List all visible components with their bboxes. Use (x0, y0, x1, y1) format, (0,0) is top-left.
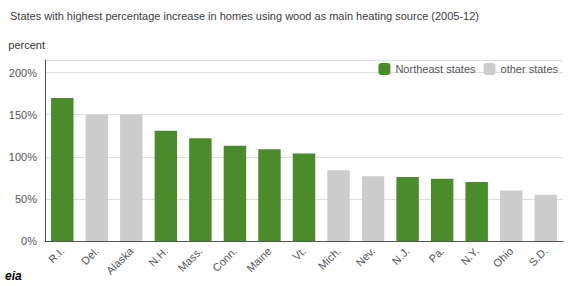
svg-text:Mich.: Mich. (316, 245, 343, 272)
svg-text:150%: 150% (9, 109, 37, 121)
svg-text:Vt.: Vt. (290, 245, 308, 263)
svg-text:other states: other states (501, 63, 559, 75)
svg-text:Alaska: Alaska (104, 244, 136, 276)
svg-text:States with highest percentage: States with highest percentage increase … (10, 10, 479, 22)
svg-text:percent: percent (8, 39, 45, 51)
svg-text:N.J.: N.J. (390, 245, 412, 267)
svg-text:Del.: Del. (79, 245, 101, 267)
svg-text:Mass.: Mass. (175, 245, 204, 274)
svg-text:Nev.: Nev. (353, 245, 377, 269)
svg-text:100%: 100% (9, 151, 37, 163)
svg-text:Maine: Maine (244, 245, 274, 275)
svg-text:N.H.: N.H. (146, 245, 170, 269)
svg-text:R.I.: R.I. (46, 245, 67, 266)
svg-text:S.D.: S.D. (526, 245, 550, 269)
svg-text:eia: eia (5, 269, 22, 283)
svg-text:N.Y.: N.Y. (458, 245, 481, 268)
svg-text:Conn.: Conn. (210, 245, 239, 274)
svg-text:0%: 0% (21, 235, 37, 247)
svg-text:50%: 50% (15, 193, 37, 205)
svg-text:Northeast states: Northeast states (395, 63, 476, 75)
svg-text:Pa.: Pa. (426, 245, 446, 265)
svg-text:Ohio: Ohio (491, 245, 516, 270)
svg-text:200%: 200% (9, 67, 37, 79)
